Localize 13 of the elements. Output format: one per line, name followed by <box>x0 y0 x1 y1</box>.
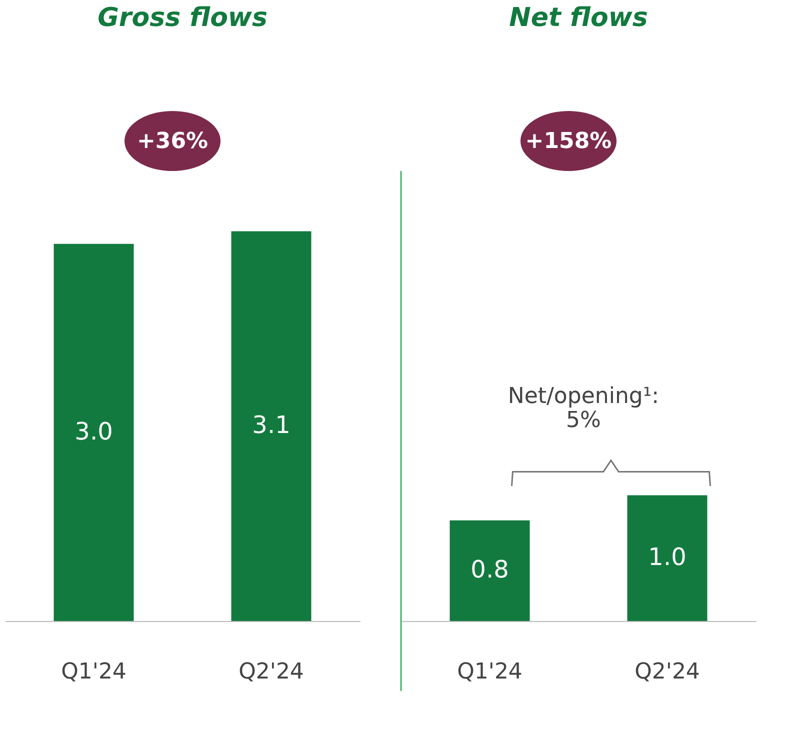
data-label: 0.8 <box>470 556 509 584</box>
data-label: 3.0 <box>74 417 113 446</box>
x-tick-label: Q1'24 <box>457 660 522 684</box>
text: +36% <box>136 129 208 154</box>
x-tick-label: Q2'24 <box>238 660 304 684</box>
chart-title: Gross flows <box>98 3 268 33</box>
text: Net/opening¹: 5% <box>508 384 660 433</box>
chart-title: Net flows <box>509 3 648 33</box>
text: +158% <box>525 129 612 154</box>
data-label: 1.0 <box>648 543 686 572</box>
data-label: 3.1 <box>252 411 290 440</box>
x-tick-label: Q2'24 <box>634 660 700 684</box>
x-tick-label: Q1'24 <box>61 660 126 684</box>
